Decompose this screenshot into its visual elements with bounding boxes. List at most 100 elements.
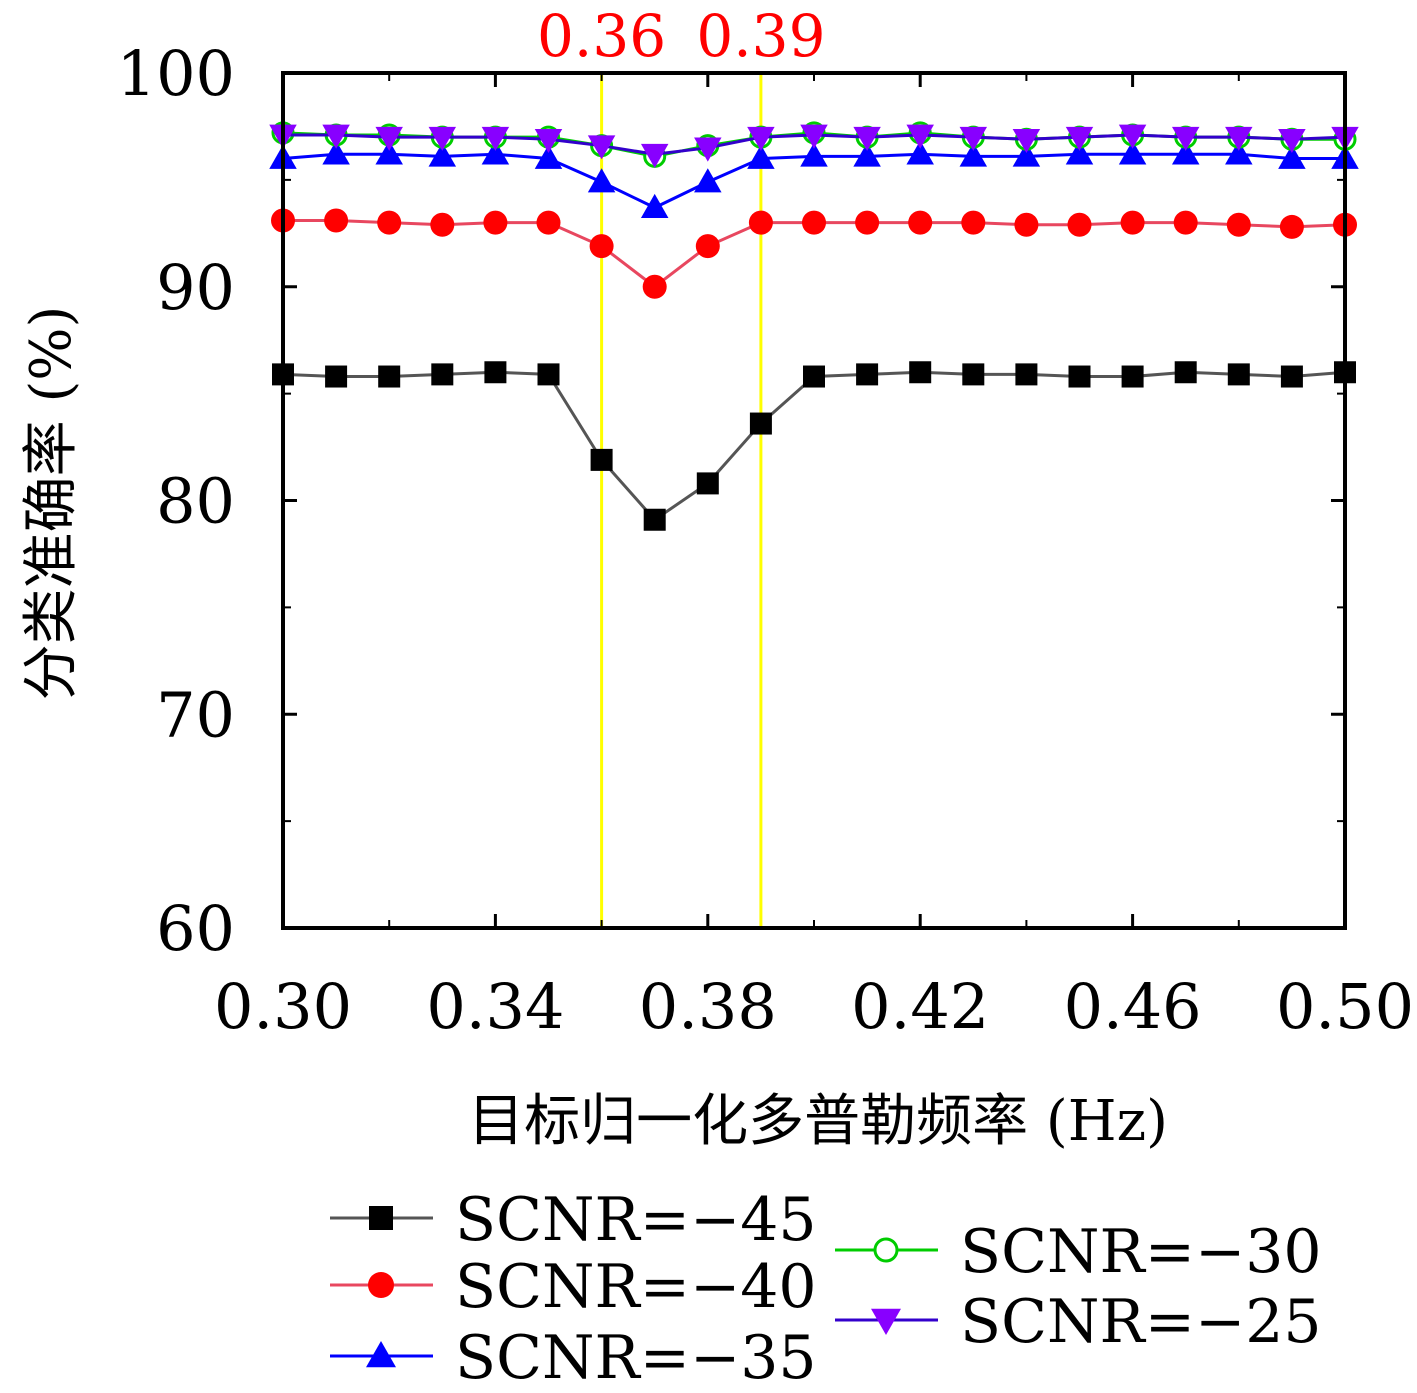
data-point	[906, 140, 934, 165]
data-point	[853, 126, 881, 151]
legend-label: SCNR=−40	[455, 1252, 817, 1322]
x-tick-label: 0.46	[1064, 970, 1202, 1043]
series	[271, 208, 1357, 299]
data-point	[536, 210, 561, 235]
data-point	[696, 472, 719, 495]
data-point	[1012, 142, 1041, 167]
data-point	[1173, 210, 1198, 235]
annotation-label: 0.36	[537, 2, 666, 70]
x-tick-label: 0.34	[426, 970, 564, 1043]
data-point	[534, 144, 563, 169]
legend-label: SCNR=−30	[960, 1217, 1322, 1287]
data-point	[1280, 365, 1303, 388]
data-point	[1278, 144, 1306, 169]
data-point	[961, 210, 986, 235]
data-point	[694, 168, 722, 193]
legend-item: SCNR=−45	[330, 1185, 817, 1255]
data-point	[1068, 365, 1091, 388]
data-point	[802, 210, 826, 235]
data-point	[906, 124, 934, 149]
series	[269, 140, 1359, 218]
data-point	[1226, 212, 1251, 237]
data-point	[1118, 140, 1147, 165]
data-point	[534, 128, 563, 154]
data-point	[853, 142, 881, 167]
data-point	[803, 365, 825, 388]
x-axis-title: 目标归一化多普勒频率 (Hz)	[468, 1089, 1168, 1154]
data-point	[378, 365, 401, 388]
series	[269, 124, 1359, 168]
data-point	[1278, 128, 1306, 154]
data-point	[642, 274, 667, 299]
data-point	[322, 140, 350, 165]
data-point	[590, 448, 613, 471]
data-point	[800, 124, 828, 149]
data-point	[322, 124, 350, 149]
data-point	[1120, 210, 1145, 235]
data-point	[428, 126, 457, 151]
data-point	[856, 363, 879, 386]
data-point	[481, 140, 510, 165]
data-point	[587, 168, 616, 193]
data-point	[871, 1308, 901, 1335]
legend-item: SCNR=−40	[330, 1252, 817, 1322]
x-tick-label: 0.38	[639, 970, 777, 1043]
data-point	[643, 508, 666, 531]
data-point	[368, 1272, 394, 1298]
series	[272, 361, 1356, 531]
data-point	[908, 210, 933, 235]
data-point	[1012, 128, 1041, 154]
data-point	[537, 363, 560, 386]
data-point	[1227, 363, 1250, 386]
data-point	[640, 143, 669, 168]
data-point	[587, 135, 616, 160]
legend-item: SCNR=−35	[330, 1323, 817, 1393]
series-line	[282, 370, 1346, 522]
y-tick-label: 60	[156, 892, 235, 965]
x-tick-label: 0.30	[214, 970, 352, 1043]
y-tick-label: 90	[156, 251, 235, 324]
y-tick-label: 80	[156, 465, 235, 538]
data-point	[484, 361, 507, 384]
data-point	[1279, 214, 1304, 239]
data-point	[748, 210, 773, 235]
x-tick-label: 0.50	[1276, 970, 1414, 1043]
data-point	[1174, 361, 1197, 384]
data-point	[1225, 140, 1253, 165]
data-point	[1015, 363, 1038, 386]
legend-label: SCNR=−35	[455, 1323, 817, 1393]
data-point	[749, 412, 772, 435]
data-point	[962, 363, 985, 386]
annotation-label: 0.39	[696, 2, 825, 70]
data-point	[873, 1237, 899, 1263]
data-point	[589, 234, 614, 259]
data-point	[1225, 126, 1253, 151]
data-point	[1118, 124, 1147, 149]
annotation-labels: 0.36 0.39	[537, 2, 825, 70]
data-point	[375, 140, 403, 165]
data-point	[909, 361, 932, 384]
y-tick-label: 100	[117, 37, 235, 110]
data-point	[431, 363, 454, 386]
legend-label: SCNR=−25	[960, 1287, 1322, 1357]
data-point	[430, 212, 455, 237]
data-point	[324, 208, 349, 233]
data-point	[695, 234, 720, 259]
data-point	[959, 126, 988, 151]
data-point	[428, 142, 457, 167]
data-point	[747, 144, 775, 169]
data-point	[855, 210, 880, 235]
y-axis-title: 分类准确率 (%)	[19, 306, 84, 701]
series-layer	[269, 121, 1359, 531]
axis-ticks: 0.30 0.34 0.38 0.42 0.46 0.50 60 70 80 90 100	[117, 37, 1414, 1043]
data-point	[377, 210, 402, 235]
legend-item: SCNR=−30	[835, 1217, 1322, 1287]
legend-item: SCNR=−25	[835, 1287, 1322, 1357]
data-point	[1171, 140, 1200, 165]
data-point	[747, 126, 775, 151]
data-point	[366, 1341, 396, 1368]
y-tick-label: 70	[156, 678, 235, 751]
data-point	[800, 142, 828, 167]
